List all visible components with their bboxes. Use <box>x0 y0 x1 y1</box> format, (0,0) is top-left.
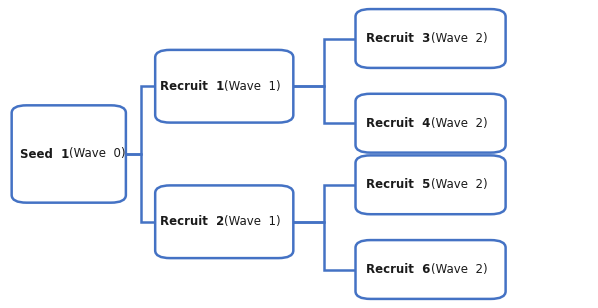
FancyBboxPatch shape <box>355 94 506 152</box>
Text: Recruit  6: Recruit 6 <box>366 263 431 276</box>
FancyBboxPatch shape <box>355 240 506 299</box>
Text: Recruit  5: Recruit 5 <box>366 178 431 191</box>
FancyBboxPatch shape <box>155 185 294 258</box>
Text: (Wave  2): (Wave 2) <box>431 178 487 191</box>
FancyBboxPatch shape <box>355 155 506 214</box>
Text: (Wave  1): (Wave 1) <box>224 80 281 93</box>
Text: Recruit  3: Recruit 3 <box>367 32 431 45</box>
Text: (Wave  2): (Wave 2) <box>431 32 487 45</box>
Text: Recruit  2: Recruit 2 <box>160 215 224 228</box>
FancyBboxPatch shape <box>155 50 294 123</box>
Text: (Wave  2): (Wave 2) <box>431 263 487 276</box>
FancyBboxPatch shape <box>355 9 506 68</box>
Text: (Wave  1): (Wave 1) <box>224 215 281 228</box>
Text: (Wave  0): (Wave 0) <box>69 148 125 160</box>
Text: (Wave  2): (Wave 2) <box>431 117 487 130</box>
Text: Recruit  4: Recruit 4 <box>366 117 431 130</box>
Text: Seed  1: Seed 1 <box>20 148 69 160</box>
FancyBboxPatch shape <box>12 105 126 203</box>
Text: Recruit  1: Recruit 1 <box>160 80 224 93</box>
